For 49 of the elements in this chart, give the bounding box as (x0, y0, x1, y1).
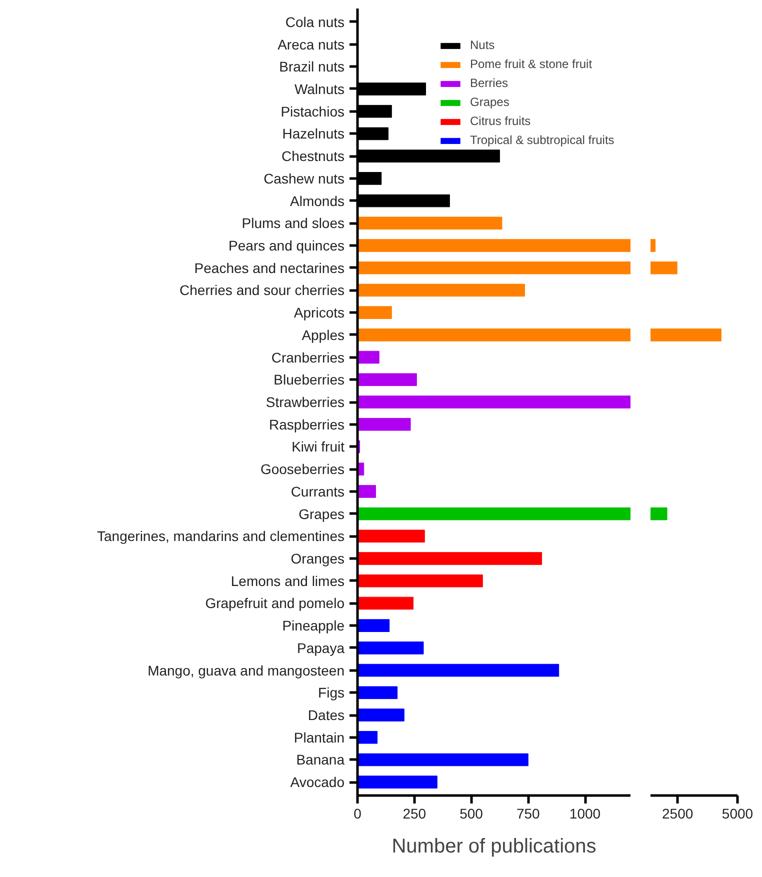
y-tick-label: Currants (290, 483, 345, 500)
y-tick-label: Kiwi fruit (292, 438, 345, 455)
y-tick-label: Grapefruit and pomelo (205, 595, 345, 612)
y-tick-label: Apricots (294, 304, 345, 321)
y-tick-label: Mango, guava and mangosteen (148, 662, 345, 678)
y-tick-label: Dates (308, 707, 345, 724)
y-tick-label: Blueberries (274, 372, 345, 388)
y-tick-label: Chestnuts (281, 148, 345, 164)
y-tick-label: Apples (302, 326, 345, 343)
x-tick-label: 0 (354, 806, 362, 822)
x-tick-label: 5000 (722, 806, 754, 822)
y-tick-label: Banana (296, 752, 345, 768)
y-tick-label: Avocado (290, 774, 345, 790)
legend-label: Tropical & subtropical fruits (470, 132, 614, 148)
y-tick-label: Cola nuts (285, 14, 345, 30)
y-tick-label: Peaches and nectarines (194, 260, 345, 276)
y-tick-label: Plantain (294, 729, 344, 746)
y-tick-label: Grapes (298, 506, 345, 522)
y-tick-label: Raspberries (269, 416, 345, 432)
legend-label: Nuts (470, 37, 495, 53)
y-tick-label: Hazelnuts (282, 126, 345, 142)
x-axis-title: Number of publications (392, 836, 596, 858)
y-tick-label: Brazil nuts (279, 58, 344, 75)
y-tick-label: Pistachios (280, 103, 345, 120)
y-tick-label: Oranges (290, 550, 345, 567)
y-tick-label: Walnuts (294, 80, 345, 97)
x-tick-label: 1000 (569, 806, 601, 822)
legend-label: Citrus fruits (470, 113, 531, 129)
y-tick-label: Papaya (297, 640, 345, 656)
y-tick-label: Areca nuts (278, 36, 345, 52)
x-tick-label: 500 (460, 806, 484, 822)
y-tick-label: Cherries and sour cherries (180, 282, 345, 298)
y-tick-label: Tangerines, mandarins and clementines (97, 528, 345, 544)
y-tick-label: Plums and sloes (242, 215, 344, 232)
x-tick-label: 250 (402, 806, 426, 822)
y-tick-label: Almonds (290, 192, 344, 209)
y-tick-label: Cranberries (271, 349, 345, 366)
y-tick-label: Cashew nuts (264, 170, 345, 186)
legend-label: Berries (470, 75, 508, 91)
legend-label: Grapes (470, 94, 510, 110)
legend-label: Pome fruit & stone fruit (470, 56, 592, 72)
y-tick-label: Figs (318, 684, 345, 701)
x-tick-label: 750 (516, 806, 540, 822)
y-tick-label: Lemons and limes (230, 572, 345, 589)
y-tick-label: Gooseberries (260, 461, 345, 478)
y-tick-label: Strawberries (266, 394, 345, 410)
y-tick-label: Pears and quinces (228, 237, 345, 254)
y-tick-label: Pineapple (282, 618, 345, 634)
x-tick-label: 2500 (662, 806, 694, 822)
